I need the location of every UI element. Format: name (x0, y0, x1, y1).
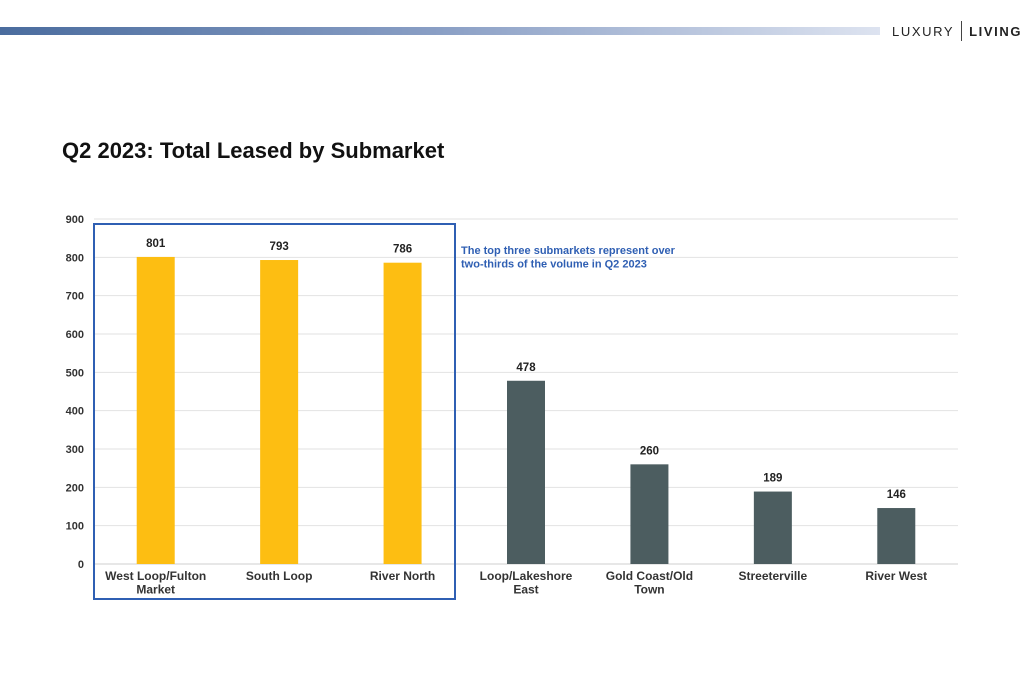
bar (383, 262, 422, 564)
brand-logo: LUXURY LIVING (892, 21, 1022, 41)
category-label: River North (370, 569, 435, 583)
y-tick-label: 0 (78, 559, 84, 571)
data-label: 478 (516, 362, 536, 374)
bar (260, 260, 299, 564)
data-label: 189 (763, 473, 782, 485)
brand-divider (961, 21, 963, 41)
brand-word-luxury: LUXURY (892, 23, 955, 39)
category-label: South Loop (246, 569, 313, 583)
category-label: Market (136, 583, 175, 597)
y-tick-label: 600 (66, 329, 84, 341)
chart-title: Q2 2023: Total Leased by Submarket (62, 138, 445, 163)
brand-word-living: LIVING (969, 23, 1023, 39)
bar (507, 380, 545, 564)
data-label: 146 (887, 489, 906, 501)
y-tick-label: 100 (66, 521, 84, 533)
y-tick-label: 300 (66, 444, 84, 456)
bar (630, 464, 669, 564)
data-label: 260 (640, 445, 659, 457)
category-label: River West (865, 569, 927, 583)
category-label: Gold Coast/Old (606, 569, 693, 583)
category-label: Streeterville (738, 569, 807, 583)
category-label: East (513, 583, 538, 597)
category-label: West Loop/Fulton (105, 569, 206, 583)
y-tick-label: 900 (66, 214, 84, 226)
annotation-text: two-thirds of the volume in Q2 2023 (461, 259, 647, 271)
bar (136, 256, 175, 564)
bar (877, 508, 916, 564)
y-tick-label: 800 (66, 252, 84, 264)
data-label: 801 (146, 238, 166, 250)
category-label: Town (634, 583, 664, 597)
category-label: Loop/Lakeshore (480, 569, 573, 583)
highlight-box (93, 223, 456, 600)
annotation-text: The top three submarkets represent over (461, 245, 676, 257)
y-tick-label: 400 (66, 406, 84, 418)
bar (753, 491, 792, 564)
y-tick-label: 700 (66, 291, 84, 303)
data-label: 793 (270, 241, 289, 253)
data-label: 786 (393, 244, 412, 256)
y-tick-label: 500 (66, 367, 84, 379)
y-tick-label: 200 (66, 482, 84, 494)
header-accent-bar (0, 27, 880, 35)
